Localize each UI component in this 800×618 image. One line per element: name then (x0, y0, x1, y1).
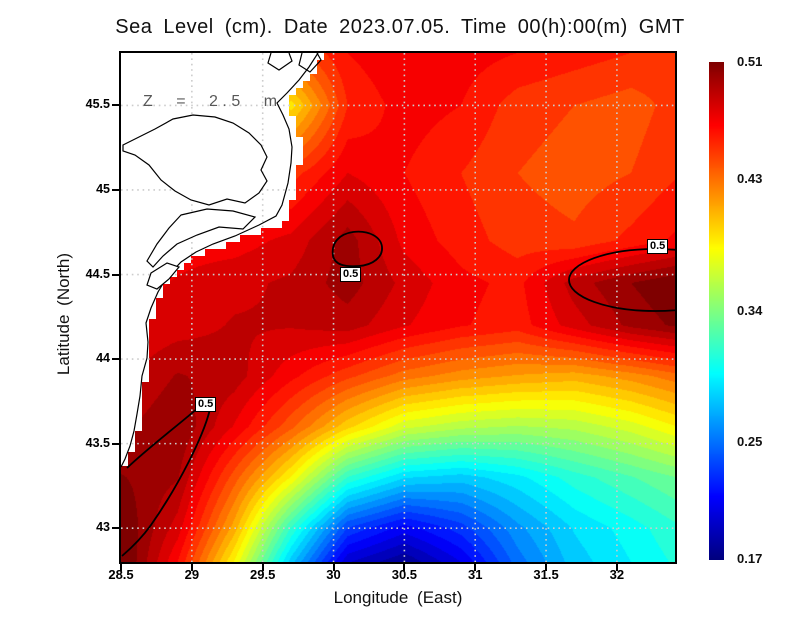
lagoon-outline (146, 208, 257, 268)
x-tick-mark (474, 564, 477, 571)
x-tick-label: 28.5 (108, 567, 134, 582)
plot-frame: Z = 2.5 m 0.5 0.5 0.5 (119, 51, 677, 564)
x-tick-mark (190, 564, 193, 571)
x-tick-mark (261, 564, 264, 571)
y-tick-mark (112, 273, 119, 276)
y-tick-mark (112, 188, 119, 191)
x-tick-label: 31.5 (533, 567, 559, 582)
y-tick-label: 44.5 (85, 266, 110, 281)
x-tick-label: 32 (609, 567, 625, 582)
depth-annotation: Z = 2.5 m (143, 93, 282, 110)
x-tick-mark (403, 564, 406, 571)
colorbar-label: 0.51 (737, 54, 763, 69)
contour-label: 0.5 (647, 239, 669, 254)
y-tick-mark (112, 527, 119, 530)
y-tick-label: 43 (96, 520, 110, 535)
delta-channel (298, 53, 322, 73)
y-tick-label: 45.5 (85, 97, 110, 112)
x-tick-mark (332, 564, 335, 571)
land-mask (121, 53, 324, 483)
contour-0.5 (568, 248, 675, 312)
lagoon-outline (146, 262, 181, 290)
colorbar-label: 0.25 (737, 434, 763, 450)
y-tick-mark (112, 442, 119, 445)
y-tick-label: 44 (96, 351, 110, 366)
x-tick-label: 31 (467, 567, 483, 582)
delta-channel (267, 53, 293, 71)
contour-0.5 (331, 230, 383, 268)
colorbar-label: 0.34 (737, 302, 763, 318)
coastline (121, 53, 319, 468)
plot-area: Z = 2.5 m 0.5 0.5 0.5 (121, 53, 675, 562)
contour-label: 0.5 (195, 397, 217, 412)
colorbar-label: 0.43 (737, 170, 763, 186)
x-axis-title: Longitude (East) (333, 588, 463, 607)
x-tick-mark (545, 564, 548, 571)
x-tick-label: 29.5 (250, 567, 276, 582)
x-tick-label: 30 (326, 567, 341, 582)
lagoon-outline (122, 114, 268, 206)
x-tick-label: 29 (184, 567, 200, 582)
y-tick-label: 43.5 (85, 435, 110, 450)
colorbar-gradient (709, 62, 724, 560)
contour-label: 0.5 (340, 267, 362, 282)
y-tick-mark (112, 104, 119, 107)
chart-title: Sea Level (cm). Date 2023.07.05. Time 00… (115, 16, 685, 38)
y-tick-label: 45 (96, 181, 110, 196)
x-tick-mark (120, 564, 122, 571)
map-overlay (121, 53, 675, 562)
x-tick-label: 30.5 (391, 567, 418, 582)
y-tick-mark (112, 358, 119, 361)
colorbar-label: 0.17 (737, 551, 763, 566)
x-tick-mark (615, 564, 618, 571)
